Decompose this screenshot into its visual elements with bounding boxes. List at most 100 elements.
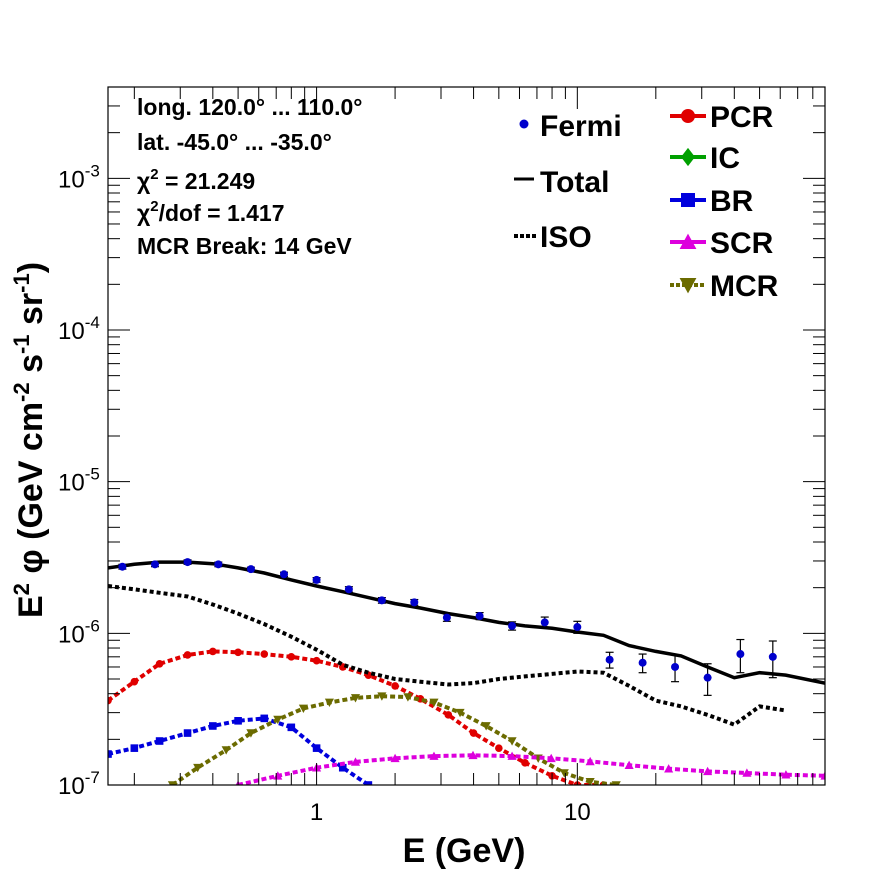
- fermi-point: [475, 611, 484, 621]
- legend-entry-scr: SCR: [670, 227, 774, 260]
- y-tick-label: 10-5: [58, 465, 100, 497]
- point-scr: [546, 753, 556, 763]
- legend-entry-total: Total: [514, 166, 609, 199]
- fermi-point: [736, 638, 745, 674]
- fermi-marker: [638, 658, 647, 667]
- point-mcr: [246, 729, 256, 738]
- point-pcr: [444, 711, 453, 719]
- fermi-marker: [736, 650, 745, 659]
- info-chi2-dof: χ2/dof = 1.417: [137, 198, 285, 226]
- point-pcr: [312, 656, 321, 665]
- legend-label: ISO: [540, 221, 592, 254]
- point-mcr: [429, 698, 439, 708]
- fermi-marker: [377, 596, 386, 605]
- legend-entry-br: BR: [670, 185, 754, 218]
- point-scr: [664, 764, 674, 773]
- fermi-point: [442, 613, 451, 622]
- fermi-point: [605, 651, 614, 669]
- point-scr: [585, 756, 595, 766]
- data-curves: [108, 560, 825, 785]
- point-pcr: [260, 650, 269, 658]
- fermi-marker: [150, 560, 159, 569]
- point-pcr: [521, 759, 529, 767]
- fermi-point: [118, 562, 127, 571]
- point-br: [364, 781, 373, 785]
- legend-label: BR: [710, 185, 754, 218]
- point-scr: [273, 771, 283, 780]
- point-pcr: [287, 653, 296, 661]
- fermi-marker: [312, 575, 321, 584]
- fermi-marker: [280, 570, 289, 579]
- y-tick-label: 10-7: [58, 768, 100, 800]
- point-br: [260, 714, 269, 723]
- fermi-point: [183, 558, 192, 567]
- point-br: [108, 750, 112, 758]
- legend-marker: [681, 147, 695, 167]
- point-scr: [507, 751, 517, 760]
- point-pcr: [155, 659, 164, 668]
- fermi-marker: [214, 560, 223, 569]
- series-line-iso: [108, 584, 787, 727]
- point-scr: [350, 757, 361, 766]
- point-scr: [781, 770, 791, 779]
- point-mcr: [324, 698, 334, 708]
- point-mcr: [273, 715, 283, 725]
- y-axis-title: E2 φ (GeV cm-2 s-1 sr-1): [9, 262, 50, 618]
- fermi-point: [150, 560, 159, 569]
- point-mcr: [559, 769, 569, 778]
- point-mcr: [350, 694, 361, 703]
- fermi-points: [118, 558, 777, 696]
- legend-label: IC: [710, 142, 740, 175]
- fermi-point: [410, 598, 419, 607]
- fermi-point: [312, 575, 321, 584]
- legend-right: PCR IC BR SCR MCR: [670, 101, 779, 303]
- point-pcr: [469, 729, 478, 737]
- fermi-point: [573, 620, 582, 634]
- fermi-marker: [540, 618, 549, 627]
- point-mcr: [611, 781, 621, 785]
- fermi-marker: [344, 585, 353, 594]
- point-scr: [742, 768, 752, 777]
- legend-marker: [679, 278, 697, 294]
- series-mcr: [167, 692, 621, 785]
- point-scr: [390, 753, 400, 763]
- legend-entry-ic: IC: [670, 142, 740, 175]
- series-line-br: [108, 716, 370, 785]
- point-pcr: [108, 696, 112, 705]
- fermi-point: [671, 654, 680, 683]
- legend-label: MCR: [710, 270, 779, 303]
- x-axis-title: E (GeV): [403, 832, 526, 870]
- fermi-point: [344, 585, 353, 594]
- point-mcr: [455, 708, 465, 718]
- point-pcr: [391, 682, 399, 690]
- fermi-marker: [183, 558, 192, 567]
- fermi-point: [508, 621, 517, 631]
- point-pcr: [183, 651, 192, 659]
- fermi-marker: [703, 673, 712, 682]
- legend-label: Fermi: [540, 110, 622, 143]
- axis-ticks: 1 10 10-7 10-6 10-5 10-4 10-3: [58, 86, 825, 826]
- fermi-marker: [410, 598, 419, 607]
- legend-label: Total: [540, 166, 609, 199]
- y-tick-label: 10-4: [58, 313, 100, 345]
- fermi-marker: [118, 562, 127, 571]
- point-br: [234, 717, 242, 725]
- x-tick-label: 10: [564, 799, 591, 826]
- series-scr: [235, 750, 825, 785]
- point-mcr: [507, 737, 517, 746]
- fermi-marker: [605, 655, 614, 664]
- point-br: [312, 744, 321, 752]
- fermi-point: [540, 616, 549, 629]
- point-mcr: [377, 692, 387, 701]
- point-pcr: [209, 647, 217, 656]
- point-mcr: [193, 763, 203, 773]
- legend-entry-mcr: MCR: [670, 270, 779, 303]
- fermi-marker: [475, 612, 484, 621]
- point-mcr: [298, 704, 308, 713]
- series-line-mcr: [171, 694, 617, 785]
- point-br: [130, 744, 139, 752]
- legend-marker: [681, 109, 695, 123]
- point-mcr: [167, 781, 177, 785]
